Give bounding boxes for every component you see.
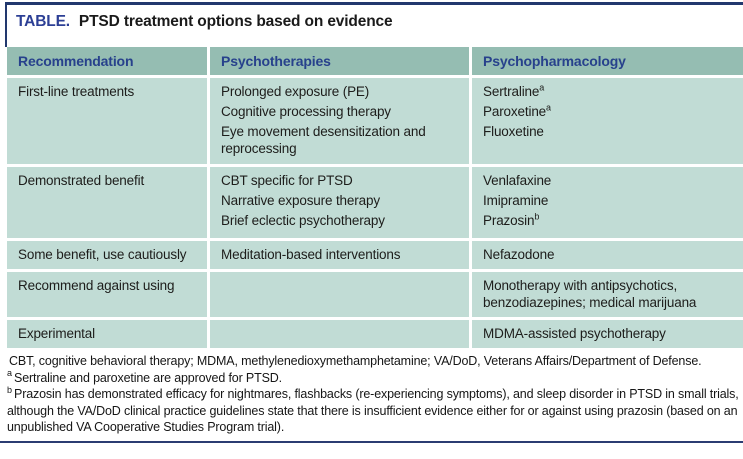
cell-line: MDMA-assisted psychotherapy (483, 326, 666, 341)
cell-line: Cognitive processing therapy (221, 104, 391, 119)
footnote-a: a Sertraline and paroxetine are approved … (7, 368, 282, 385)
row-some-benefit-psychotherapies: Meditation-based interventions (210, 241, 469, 269)
footnotes: CBT, cognitive behavioral therapy; MDMA,… (7, 353, 739, 436)
footnote-marker-b: b (534, 211, 540, 222)
cell-line: Prolonged exposure (PE) (221, 84, 370, 99)
column-header-psychopharmacology: Psychopharmacology (472, 47, 743, 75)
row-experimental-psychopharmacology: MDMA-assisted psychotherapy (472, 320, 743, 348)
column-header-psychotherapies: Psychotherapies (210, 47, 469, 75)
cell-line: Fluoxetine (483, 124, 544, 139)
footnote-marker-a: a (546, 102, 552, 113)
cell-line: Prazosinb (483, 211, 540, 228)
footnote-marker-a: a (7, 368, 13, 379)
cell-line: Monotherapy with antipsychotics, benzodi… (483, 278, 697, 310)
cell-line: Narrative exposure therapy (221, 193, 380, 208)
row-first-line-psychotherapies: Prolonged exposure (PE) Cognitive proces… (210, 78, 469, 164)
table-title: TABLE. PTSD treatment options based on ev… (16, 13, 393, 31)
row-demonstrated-psychopharmacology: Venlafaxine Imipramine Prazosinb (472, 167, 743, 238)
row-some-benefit-psychopharmacology: Nefazodone (472, 241, 743, 269)
row-against-recommendation: Recommend against using (7, 272, 207, 317)
cell-line: Meditation-based interventions (221, 247, 401, 262)
footnote-abbreviations: CBT, cognitive behavioral therapy; MDMA,… (9, 354, 702, 368)
treatment-table: Recommendation Psychotherapies Psychopha… (7, 47, 743, 348)
row-experimental-psychotherapies-empty (210, 320, 469, 348)
footnote-marker-a: a (539, 82, 545, 93)
table-title-text: PTSD treatment options based on evidence (78, 13, 393, 30)
cell-line: Eye movement desensitization and reproce… (221, 124, 426, 156)
row-demonstrated-recommendation: Demonstrated benefit (7, 167, 207, 238)
row-demonstrated-psychotherapies: CBT specific for PTSD Narrative exposure… (210, 167, 469, 238)
cell-line: Sertralinea (483, 82, 545, 99)
footnote-marker-b: b (7, 384, 13, 395)
cell-line: Nefazodone (483, 247, 555, 262)
cell-line: Brief eclectic psychotherapy (221, 213, 385, 228)
table-label: TABLE. (16, 13, 70, 30)
row-some-benefit-recommendation: Some benefit, use cautiously (7, 241, 207, 269)
row-experimental-recommendation: Experimental (7, 320, 207, 348)
row-first-line-recommendation: First-line treatments (7, 78, 207, 164)
cell-line: Imipramine (483, 193, 549, 208)
row-first-line-psychopharmacology: Sertralinea Paroxetinea Fluoxetine (472, 78, 743, 164)
row-against-psychotherapies-empty (210, 272, 469, 317)
cell-line: Paroxetinea (483, 102, 552, 119)
cell-line: CBT specific for PTSD (221, 173, 353, 188)
cell-line: Venlafaxine (483, 173, 552, 188)
bottom-rule (0, 441, 743, 443)
top-rule (5, 2, 743, 5)
footnote-b: b Prazosin has demonstrated efficacy for … (7, 384, 739, 434)
row-against-psychopharmacology: Monotherapy with antipsychotics, benzodi… (472, 272, 743, 317)
column-header-recommendation: Recommendation (7, 47, 207, 75)
title-left-rule (5, 2, 7, 47)
